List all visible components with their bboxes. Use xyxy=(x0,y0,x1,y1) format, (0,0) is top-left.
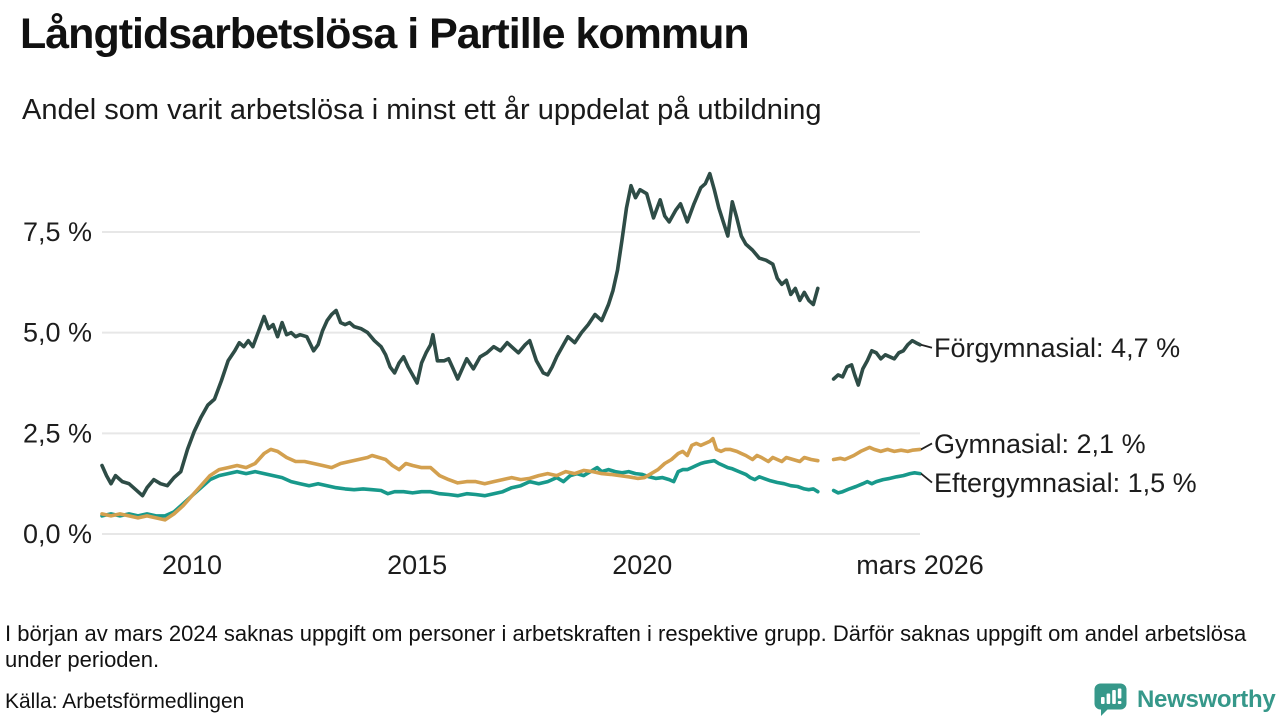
y-tick-label: 0,0 % xyxy=(23,519,92,549)
series-line-förgymnasial xyxy=(831,338,922,387)
newsworthy-logo: Newsworthy xyxy=(1094,683,1276,716)
page-title: Långtidsarbetslösa i Partille kommun xyxy=(20,10,750,58)
newsworthy-logo-icon xyxy=(1094,683,1127,716)
label-connector xyxy=(920,343,933,349)
series-line-gymnasial xyxy=(831,445,922,462)
series-end-label-förgymnasial: Förgymnasial: 4,7 % xyxy=(934,333,1180,363)
series-line-eftergymnasial xyxy=(831,471,922,495)
y-tick-label: 2,5 % xyxy=(23,418,92,448)
x-tick-label: 2015 xyxy=(387,550,447,580)
series-line-eftergymnasial xyxy=(100,458,820,518)
series-line-gymnasial xyxy=(100,436,820,522)
label-connector xyxy=(920,442,933,451)
label-connector xyxy=(920,472,933,484)
y-tick-label: 7,5 % xyxy=(23,217,92,247)
page-subtitle: Andel som varit arbetslösa i minst ett å… xyxy=(22,94,822,126)
newsworthy-logo-text: Newsworthy xyxy=(1137,685,1276,713)
series-end-label-gymnasial: Gymnasial: 2,1 % xyxy=(934,429,1146,459)
chart-footnote: I början av mars 2024 saknas uppgift om … xyxy=(5,621,1247,673)
chart-source: Källa: Arbetsförmedlingen xyxy=(5,690,245,713)
y-tick-label: 5,0 % xyxy=(23,318,92,348)
series-end-label-eftergymnasial: Eftergymnasial: 1,5 % xyxy=(934,468,1197,498)
x-tick-label: 2010 xyxy=(162,550,222,580)
series-line-förgymnasial xyxy=(100,171,820,498)
x-tick-label: mars 2026 xyxy=(856,550,984,580)
x-tick-label: 2020 xyxy=(612,550,672,580)
line-chart: 0,0 % 2,5 % 5,0 % 7,5 % 2010 2015 2020 mars 202… xyxy=(23,171,1197,580)
